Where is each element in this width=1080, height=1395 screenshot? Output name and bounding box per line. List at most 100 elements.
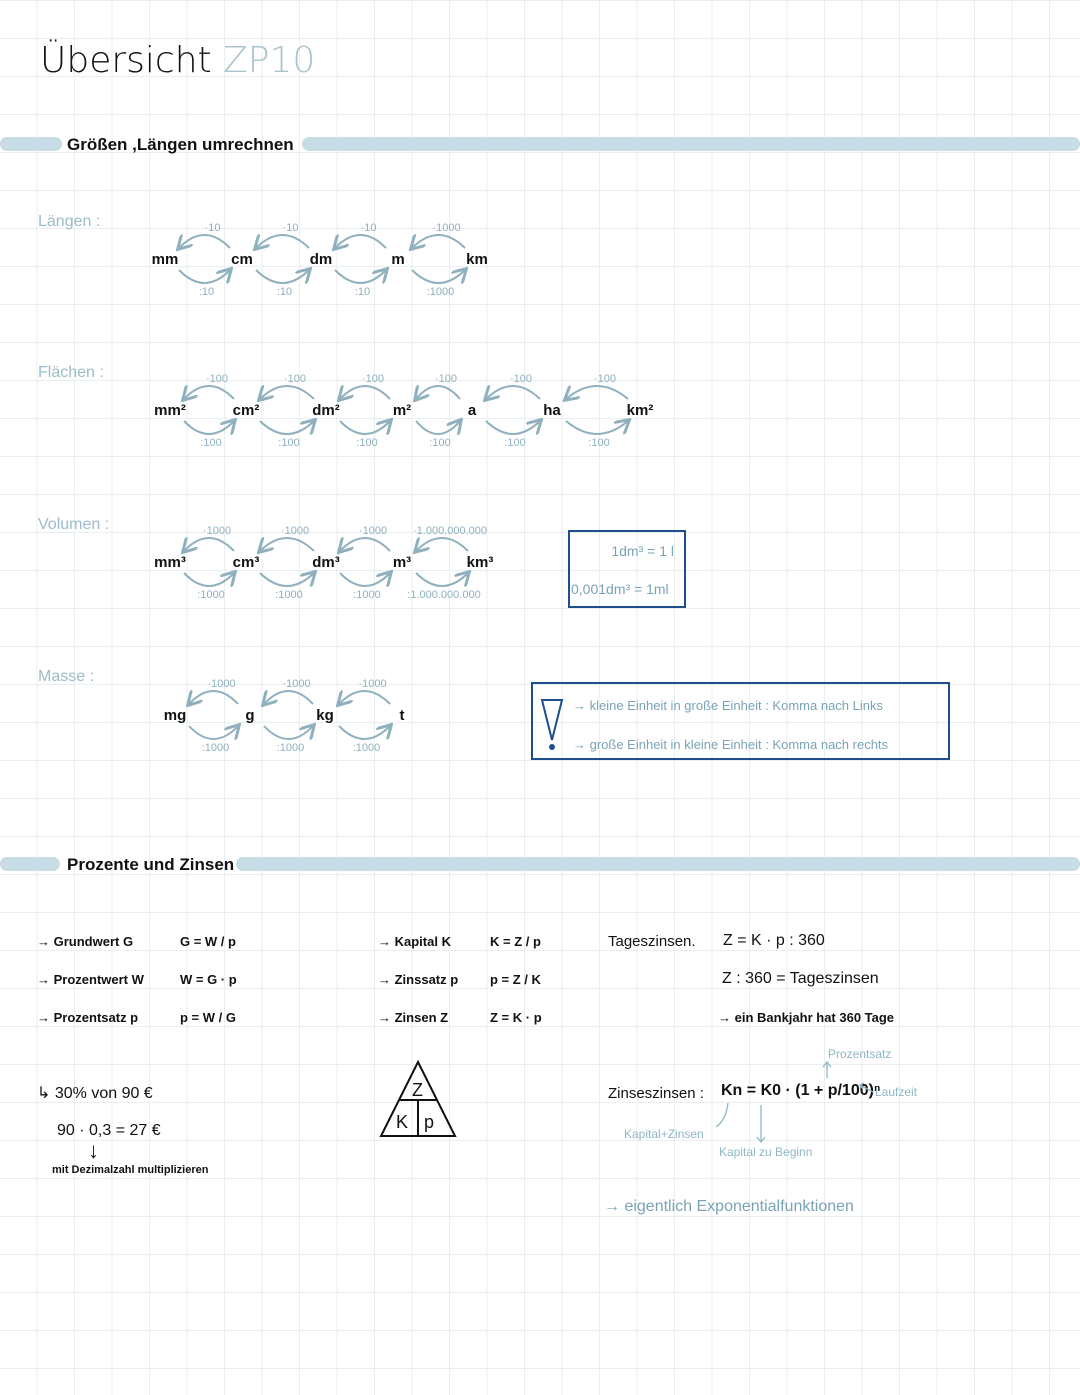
divide-arrow [183, 573, 234, 586]
factor-down: :1000 [197, 589, 225, 601]
unit-km³: km³ [466, 554, 494, 571]
unit-km: km [466, 251, 488, 268]
divide-arrow [485, 421, 540, 434]
multiply-arrow [340, 538, 391, 551]
percent-formula: p = W / G [180, 1010, 236, 1025]
multiply-arrow [340, 386, 391, 399]
multiply-arrow [566, 385, 629, 399]
triangle-k: K [396, 1112, 409, 1132]
multiply-arrow [339, 691, 391, 704]
multiply-arrow [264, 691, 314, 704]
factor-up: ·1000 [202, 525, 232, 537]
factor-down: :100 [200, 437, 222, 449]
factor-up: ·100 [434, 373, 458, 385]
footer-note: → eigentlich Exponentialfunktionen [604, 1198, 854, 1215]
example-line2: 90 · 0,3 = 27 € [57, 1122, 161, 1139]
title-main: Übersicht [40, 40, 212, 81]
unit-a: a [467, 402, 477, 419]
compound-label: Zinseszinsen : [608, 1085, 704, 1102]
divide-arrow [255, 270, 309, 283]
unit-mg: mg [163, 707, 187, 724]
annotation-time: Laufzeit [875, 1085, 918, 1099]
factor-down: :100 [278, 437, 300, 449]
interest-formula: p = Z / K [490, 972, 541, 987]
unit-kg: kg [316, 707, 334, 724]
multiply-arrow [184, 538, 235, 551]
section-banner-left-2 [0, 857, 60, 871]
divide-arrow [183, 421, 234, 434]
divide-arrow [259, 421, 314, 434]
annotation-kn: Kapital+Zinsen [624, 1127, 704, 1141]
exclamation-icon [540, 699, 564, 750]
unit-m³: m³ [392, 554, 412, 571]
factor-up: ·1000 [207, 678, 236, 690]
divide-arrow [259, 573, 314, 586]
factor-down: :100 [356, 437, 378, 449]
interest-term: → Kapital K [378, 934, 451, 949]
divide-arrow [338, 726, 390, 739]
multiply-arrow [416, 386, 461, 399]
factor-down: :10 [276, 286, 293, 298]
interest-formula: Z = K · p [490, 1010, 542, 1025]
chain-label: Flächen : [38, 364, 104, 381]
factor-up: ·1000 [358, 678, 387, 690]
volume-liter-box: 1dm³ = 1 l 0,001dm³ = 1ml [568, 530, 686, 608]
percent-formula: W = G · p [180, 972, 237, 987]
unit-dm³: dm³ [312, 554, 340, 571]
unit-mm³: mm³ [154, 554, 186, 571]
example-line1: ↳ 30% von 90 € [37, 1085, 153, 1102]
factor-up: ·1000 [282, 678, 311, 690]
divide-arrow [415, 421, 460, 434]
factor-up: ·100 [593, 373, 617, 385]
factor-down: :1000 [352, 742, 381, 754]
unit-cm³: cm³ [232, 554, 260, 571]
divide-arrow [263, 726, 313, 739]
multiply-arrow [184, 386, 235, 399]
interest-formula: K = Z / p [490, 934, 541, 949]
unit-ha: ha [543, 402, 561, 419]
annotation-rate: Prozentsatz [828, 1047, 892, 1061]
unit-cm²: cm² [232, 402, 260, 419]
multiply-arrow [179, 235, 231, 248]
unit-t: t [399, 707, 405, 724]
chain-label: Volumen : [38, 516, 110, 533]
comma-rule-2: → große Einheit in kleine Einheit : Komm… [573, 737, 889, 752]
factor-up: ·1000 [358, 525, 388, 537]
daily-formula: Z = K · p : 360 [723, 932, 825, 949]
title-accent: ZP10 [223, 40, 316, 81]
factor-up: ·100 [509, 373, 533, 385]
factor-up: ·10 [360, 222, 377, 234]
comma-rule-1: → kleine Einheit in große Einheit : Komm… [573, 698, 883, 713]
triangle-z: Z [412, 1080, 423, 1100]
factor-down: :1.000.000.000 [407, 589, 481, 601]
multiply-arrow [260, 386, 315, 399]
factor-down: :100 [504, 437, 526, 449]
percent-term: → Grundwert G [37, 934, 134, 949]
factor-down: :100 [588, 437, 610, 449]
section-banner-right-2 [236, 857, 1080, 871]
unit-mm: mm [151, 251, 179, 268]
multiply-arrow [416, 538, 469, 551]
factor-up: ·1000 [432, 222, 461, 234]
unit-km²: km² [626, 402, 654, 419]
divide-arrow [565, 421, 628, 435]
unit-mm²: mm² [154, 402, 186, 419]
multiply-arrow [260, 538, 315, 551]
annotation-k0: Kapital zu Beginn [719, 1145, 813, 1159]
factor-down: :1000 [426, 286, 455, 298]
factor-up: ·1.000.000.000 [412, 525, 488, 537]
factor-up: ·100 [283, 373, 307, 385]
divide-arrow [411, 270, 465, 283]
section-heading-percent: Prozente und Zinsen [67, 855, 235, 874]
divide-arrow [339, 573, 390, 586]
factor-down: :1000 [201, 742, 230, 754]
percent-term: → Prozentsatz p [37, 1010, 139, 1025]
chain-label: Längen : [38, 213, 101, 230]
formula-triangle [379, 1060, 457, 1137]
multiply-arrow [189, 691, 239, 704]
volume-box-line2: 0,001dm³ = 1ml [571, 581, 669, 597]
interest-term: → Zinsen Z [378, 1010, 449, 1025]
unit-dm: dm [309, 251, 333, 268]
